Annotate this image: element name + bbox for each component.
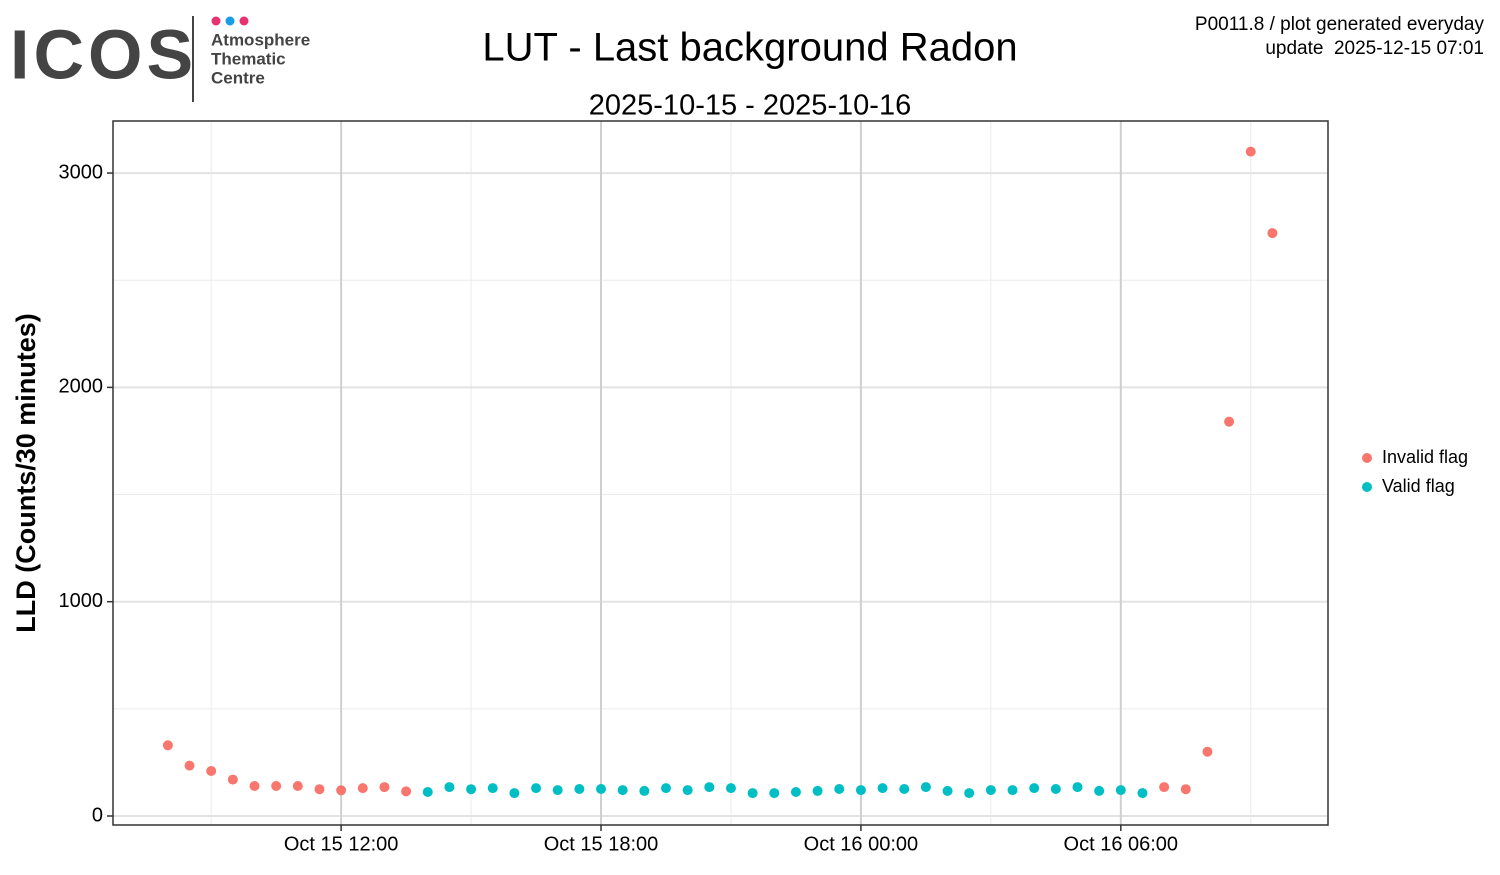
point [985, 785, 996, 796]
logo-line: Centre [211, 68, 265, 87]
point [899, 783, 910, 794]
point [1115, 785, 1126, 796]
point [725, 783, 736, 794]
point [1159, 782, 1170, 793]
point [379, 782, 390, 793]
point [314, 784, 325, 795]
point [531, 783, 542, 794]
point [1029, 783, 1040, 794]
info-line: update 2025-12-15 07:01 [1265, 38, 1484, 59]
point [401, 786, 412, 797]
chart-title: LUT - Last background Radon [482, 26, 1017, 70]
y-tick-label: 2000 [59, 376, 104, 398]
point [206, 765, 217, 776]
logo-dot [211, 16, 221, 26]
point [769, 788, 780, 799]
logo-dot [225, 16, 235, 26]
point [509, 788, 520, 799]
point [747, 788, 758, 799]
x-tick-label: Oct 16 06:00 [1064, 833, 1179, 855]
point [834, 783, 845, 794]
plot-frame [112, 120, 1329, 826]
point [942, 785, 953, 796]
point [877, 783, 888, 794]
point [1180, 784, 1191, 795]
point [639, 785, 650, 796]
point [1137, 788, 1148, 799]
point [1007, 785, 1018, 796]
y-tick-label: 1000 [59, 590, 104, 612]
point [1050, 783, 1061, 794]
y-axis-label: LLD (Counts/30 minutes) [11, 313, 41, 633]
x-tick-label: Oct 15 12:00 [284, 833, 399, 855]
point [682, 785, 693, 796]
point [920, 782, 931, 793]
point [271, 780, 282, 791]
logo-line: Thematic [211, 49, 286, 68]
y-tick-label: 3000 [59, 161, 104, 183]
point [660, 783, 671, 794]
logo-line: Atmosphere [211, 30, 310, 49]
point [1245, 146, 1256, 157]
x-tick-label: Oct 16 00:00 [804, 833, 919, 855]
point [422, 786, 433, 797]
point [1224, 416, 1235, 427]
point [596, 783, 607, 794]
point [249, 780, 260, 791]
point [336, 785, 347, 796]
point [552, 785, 563, 796]
legend-marker [1362, 482, 1372, 492]
logo: ICOS Atmosphere Thematic Centre [10, 15, 310, 102]
point [574, 783, 585, 794]
point [162, 740, 173, 751]
point [964, 788, 975, 799]
point [1094, 785, 1105, 796]
point [444, 782, 455, 793]
point [855, 785, 866, 796]
info-line: P0011.8 / plot generated everyday [1195, 14, 1485, 35]
y-tick-label: 0 [92, 804, 103, 826]
point [357, 783, 368, 794]
point [617, 785, 628, 796]
point [487, 783, 498, 794]
logo-dot [239, 16, 249, 26]
legend-label: Valid flag [1382, 476, 1455, 496]
chart-subtitle: 2025-10-15 - 2025-10-16 [589, 90, 911, 122]
point [466, 784, 477, 795]
point [227, 774, 238, 785]
legend-label: Invalid flag [1382, 447, 1468, 467]
point [1202, 746, 1213, 757]
legend-marker [1362, 453, 1372, 463]
point [812, 785, 823, 796]
point [1072, 782, 1083, 793]
point [704, 782, 715, 793]
point [184, 760, 195, 771]
logo-text: ICOS [10, 15, 197, 93]
point [292, 780, 303, 791]
point [790, 786, 801, 797]
point [1267, 228, 1278, 239]
x-tick-label: Oct 15 18:00 [544, 833, 659, 855]
